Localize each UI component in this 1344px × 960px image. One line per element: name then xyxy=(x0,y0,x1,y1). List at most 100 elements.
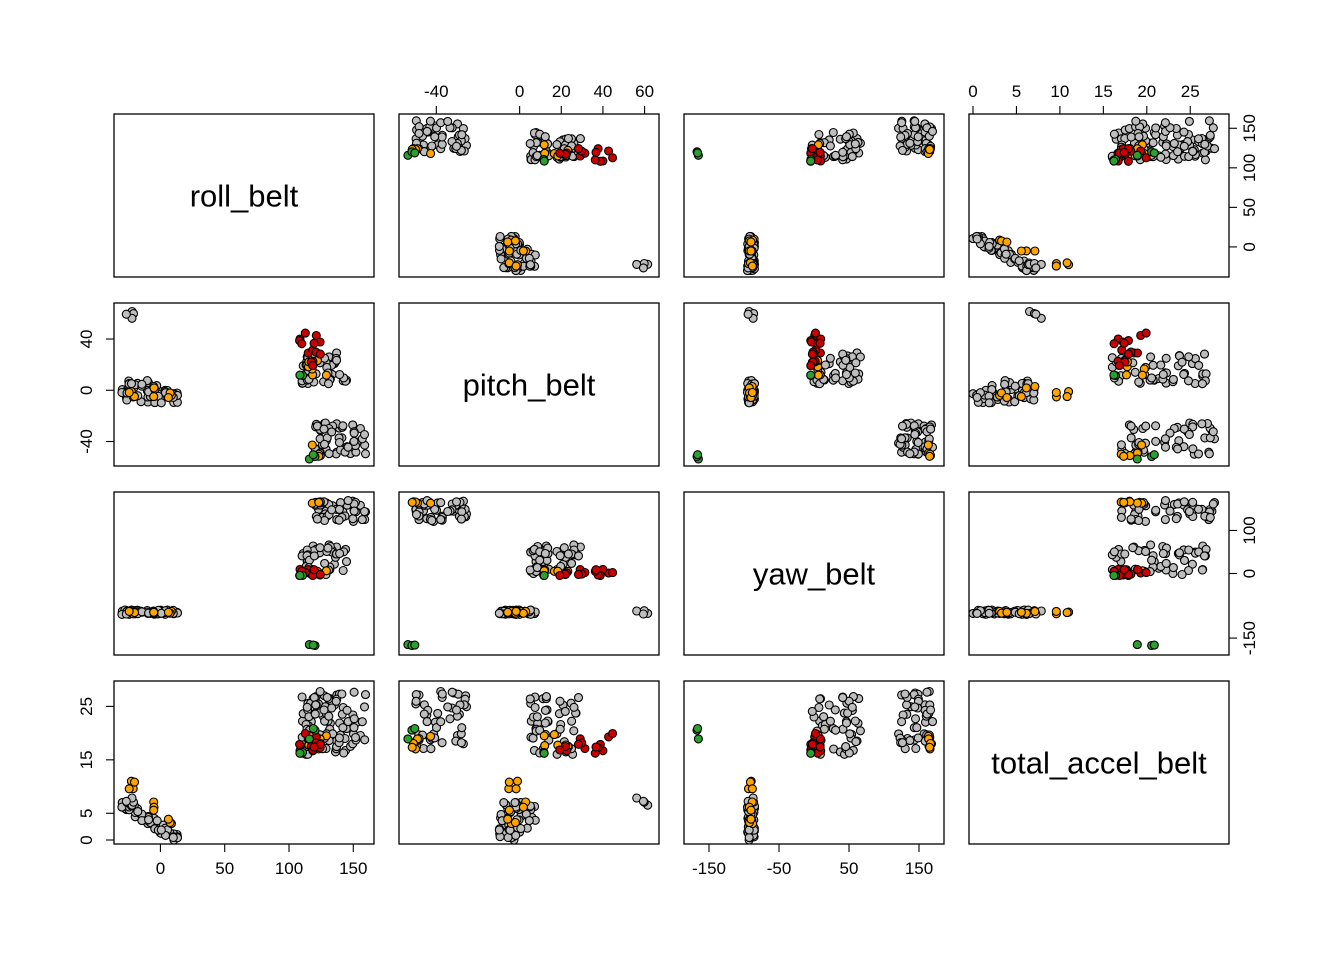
data-point-orange xyxy=(1132,498,1142,508)
axis-bottom-yaw_belt: -150 -50 50 150 xyxy=(692,844,933,878)
data-point-green xyxy=(806,748,816,758)
data-point-grey xyxy=(357,515,367,525)
data-point-grey xyxy=(814,129,824,140)
data-point-grey xyxy=(309,551,319,561)
data-point-grey xyxy=(315,686,325,697)
tick-label: 10 xyxy=(1050,82,1069,101)
data-point-grey xyxy=(1184,506,1194,517)
data-point-grey xyxy=(343,442,353,452)
data-point-orange xyxy=(1030,246,1040,256)
data-point-grey xyxy=(555,696,565,706)
data-point-green xyxy=(295,370,305,380)
data-point-grey xyxy=(841,742,851,752)
data-point-orange xyxy=(518,246,528,256)
panel-roll_belt-vs-roll_belt: roll_belt xyxy=(113,113,375,278)
data-point-orange xyxy=(1016,607,1026,617)
data-point-grey xyxy=(573,693,584,703)
data-point-grey xyxy=(360,449,371,459)
data-point-grey xyxy=(927,126,938,136)
data-point-grey xyxy=(540,705,550,715)
data-point-grey xyxy=(496,254,506,264)
data-point-grey xyxy=(838,147,848,157)
data-point-grey xyxy=(1183,565,1194,576)
data-point-grey xyxy=(563,133,573,144)
variable-label-roll_belt: roll_belt xyxy=(190,179,299,214)
data-point-grey xyxy=(897,738,908,748)
data-point-grey xyxy=(850,139,860,149)
data-point-grey xyxy=(845,729,855,739)
data-point-grey xyxy=(1168,374,1178,384)
data-point-grey xyxy=(1193,449,1204,459)
tick-label: 25 xyxy=(1181,82,1200,101)
data-point-orange xyxy=(746,814,756,824)
data-point-orange xyxy=(321,370,331,380)
data-point-grey xyxy=(897,434,907,444)
data-point-grey xyxy=(1177,357,1187,367)
data-point-grey xyxy=(1197,419,1207,429)
data-point-red xyxy=(295,739,305,749)
tick-label: 0 xyxy=(156,859,165,878)
data-point-grey xyxy=(436,717,446,727)
data-point-grey xyxy=(1179,127,1189,137)
data-point-red xyxy=(1141,328,1151,338)
data-point-grey xyxy=(841,355,851,365)
data-point-grey xyxy=(913,437,923,448)
data-point-red xyxy=(555,745,565,755)
data-point-grey xyxy=(1001,249,1011,259)
data-point-red xyxy=(573,739,584,749)
data-point-grey xyxy=(436,515,446,525)
data-point-grey xyxy=(349,723,359,733)
data-point-orange xyxy=(149,383,159,393)
data-point-red xyxy=(308,361,318,371)
panel-total_accel_belt-vs-roll_belt xyxy=(113,680,375,845)
data-point-orange xyxy=(1016,246,1026,256)
data-point-green xyxy=(410,640,420,650)
data-point-orange xyxy=(518,608,528,618)
data-point-grey xyxy=(897,145,908,155)
data-point-grey xyxy=(530,702,540,713)
tick-label: -150 xyxy=(692,859,726,878)
data-point-grey xyxy=(1174,548,1185,558)
data-point-red xyxy=(309,742,319,752)
data-point-red xyxy=(1119,147,1129,157)
data-point-grey xyxy=(349,506,359,516)
data-point-grey xyxy=(913,132,923,142)
data-point-grey xyxy=(1161,141,1171,151)
data-point-grey xyxy=(137,379,147,389)
data-point-green xyxy=(304,734,314,744)
data-point-grey xyxy=(337,689,347,699)
data-point-grey xyxy=(855,726,865,736)
data-point-grey xyxy=(984,608,994,618)
panel-frame xyxy=(113,491,375,656)
data-point-grey xyxy=(1184,352,1194,362)
data-point-grey xyxy=(349,687,359,697)
data-point-red xyxy=(1123,156,1133,166)
data-point-grey xyxy=(422,717,432,727)
panel-total_accel_belt-vs-yaw_belt xyxy=(683,680,945,845)
data-point-grey xyxy=(638,796,648,806)
data-point-grey xyxy=(573,551,584,561)
tick-label: -50 xyxy=(767,859,792,878)
data-point-orange xyxy=(549,730,559,740)
data-point-orange xyxy=(510,817,520,828)
data-point-red xyxy=(591,565,601,575)
axis-right-roll_belt: 0 50 100 150 xyxy=(1229,114,1259,252)
data-point-grey xyxy=(1156,360,1166,370)
data-point-red xyxy=(591,742,601,752)
data-point-grey xyxy=(456,738,466,748)
data-point-grey xyxy=(411,509,422,520)
data-point-grey xyxy=(850,716,860,726)
tick-label: 15 xyxy=(1094,82,1113,101)
panel-frame xyxy=(683,491,945,656)
data-point-grey xyxy=(1193,134,1204,144)
data-point-grey xyxy=(437,689,447,699)
panel-frame xyxy=(398,302,660,467)
data-point-orange xyxy=(1137,440,1147,450)
data-point-grey xyxy=(1173,444,1183,454)
data-point-orange xyxy=(747,784,757,794)
data-point-grey xyxy=(1179,497,1189,507)
data-point-orange xyxy=(746,237,756,247)
data-point-grey xyxy=(567,558,577,568)
data-point-grey xyxy=(495,231,505,242)
